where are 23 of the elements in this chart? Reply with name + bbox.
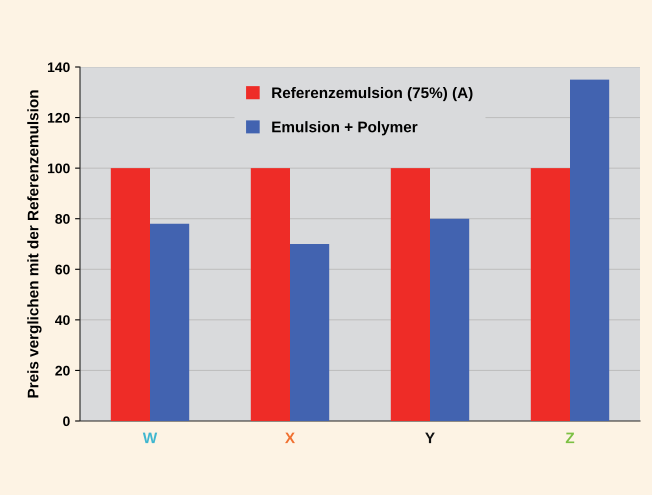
y-axis-title: Preis verglichen mit der Referenzemulsion bbox=[27, 90, 42, 398]
x-tick-label: Z bbox=[566, 432, 574, 444]
y-tick-label: 40 bbox=[55, 315, 70, 326]
bar bbox=[570, 80, 610, 421]
bar bbox=[250, 168, 290, 421]
bar bbox=[390, 168, 430, 421]
y-tick-label: 140 bbox=[48, 62, 70, 72]
x-tick-label: W bbox=[142, 432, 158, 444]
x-tick-label: X bbox=[285, 432, 295, 444]
y-tick-label: 0 bbox=[63, 416, 70, 426]
y-tick-label: 100 bbox=[48, 163, 70, 174]
bar bbox=[430, 218, 470, 421]
y-tick-label: 80 bbox=[55, 214, 70, 224]
y-tick-label: 60 bbox=[55, 264, 70, 274]
bar bbox=[530, 168, 570, 421]
y-tick-label: 120 bbox=[48, 112, 70, 123]
x-tick-label: Y bbox=[425, 432, 435, 444]
legend-label: Emulsion + Polymer bbox=[272, 121, 418, 136]
bar bbox=[290, 244, 330, 421]
legend-label: Referenzemulsion (75%) (A) bbox=[272, 86, 472, 102]
bar bbox=[110, 168, 150, 421]
bar bbox=[150, 224, 190, 421]
y-tick-label: 20 bbox=[55, 366, 70, 376]
